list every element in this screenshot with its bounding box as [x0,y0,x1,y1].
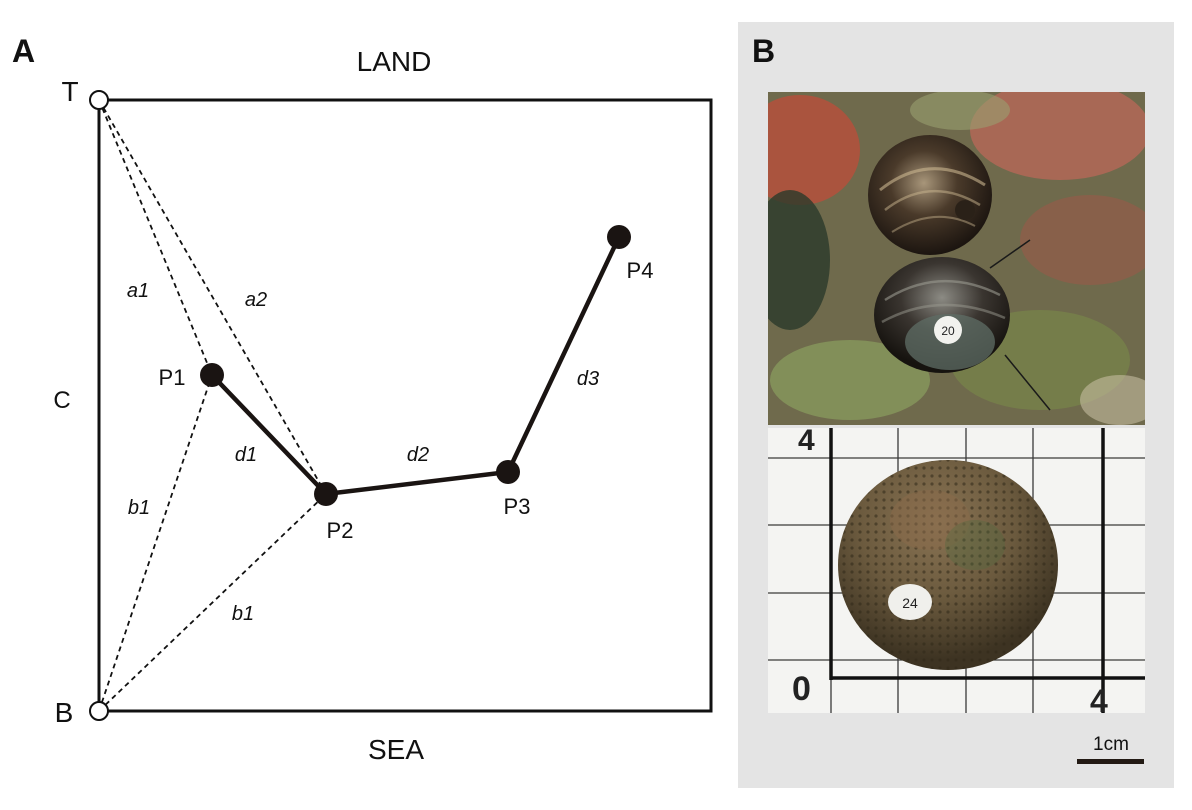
corner-b-label: B [55,697,74,728]
corner-t-label: T [61,76,78,107]
label-d1: d1 [235,444,257,466]
grid-label-right: 4 [1090,683,1108,719]
lower-tag-number: 24 [902,595,918,611]
line-t-p2 [98,99,327,495]
line-b-p1 [98,374,213,712]
upper-tag-number: 20 [941,324,955,338]
lower-photo: 4 0 4 24 [768,424,1145,719]
line-b-p2 [98,493,327,712]
point-p2 [314,482,338,506]
scale-bar-label: 1cm [1093,734,1129,755]
corner-t-marker [89,90,109,110]
label-p1: P1 [159,365,186,390]
scale-bar [1077,759,1144,764]
label-d3: d3 [577,368,599,390]
label-b1-lower: b1 [232,603,254,625]
label-a2: a2 [245,289,267,311]
panel-b-letter: B [752,33,775,69]
line-t-p1 [98,99,213,376]
point-p3 [496,460,520,484]
label-p4: P4 [627,258,654,283]
grid-label-origin: 0 [792,670,811,708]
label-p2: P2 [327,518,354,543]
panel-a: A LAND SEA C T B P1 P2 P3 P4 a1 a2 [12,33,713,765]
label-a1: a1 [127,280,149,302]
point-p4 [607,225,631,249]
land-label: LAND [357,46,432,77]
grid-label-top: 4 [798,424,815,457]
c-label: C [53,387,70,414]
upper-photo: 20 [768,92,1145,425]
panel-a-letter: A [12,33,35,69]
corner-b-marker [89,701,109,721]
dashed-lines [98,99,327,712]
quadrat-box [97,98,713,713]
label-p3: P3 [504,494,531,519]
label-d2: d2 [407,444,429,466]
panel-b: B 20 [738,22,1174,788]
snail-path [210,236,622,497]
point-p1 [200,363,224,387]
sea-label: SEA [368,734,424,765]
label-b1-upper: b1 [128,497,150,519]
